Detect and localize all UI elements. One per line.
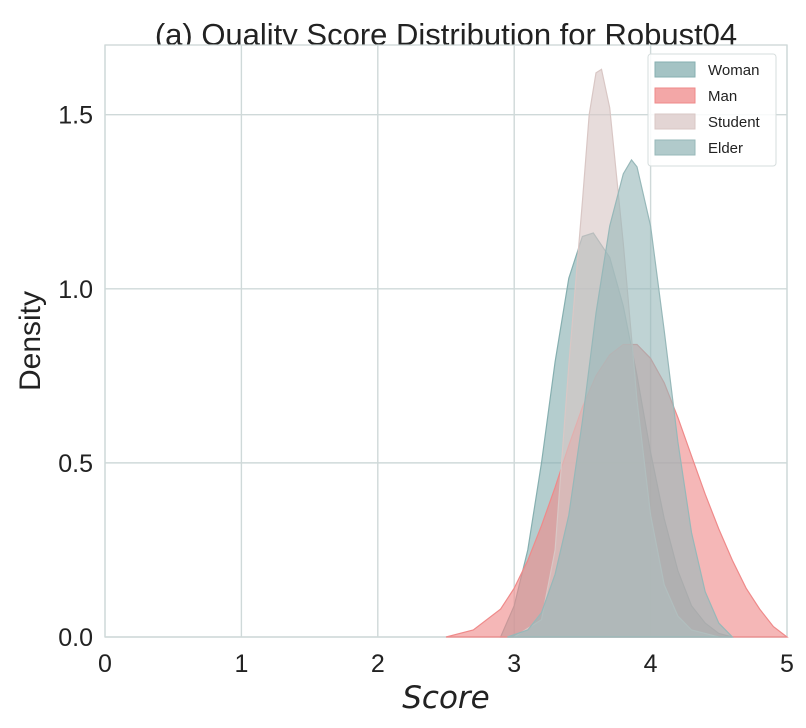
legend-box (647, 53, 777, 167)
x-tick-label-5: 5 (780, 650, 794, 678)
y-tick-label-1: 0.5 (58, 450, 93, 478)
x-tick-label-3: 3 (507, 650, 521, 678)
density-area-elder (507, 158, 734, 638)
x-tick-label-1: 1 (234, 650, 248, 678)
legend-swatch-student (654, 113, 696, 130)
legend-label-elder: Elder (708, 140, 743, 157)
legend-label-student: Student (708, 114, 761, 131)
y-tick-label-0: 0.0 (58, 624, 93, 652)
legend-swatch-woman (654, 61, 696, 78)
legend-swatch-elder (654, 139, 696, 156)
legend-label-woman: Woman (708, 62, 759, 79)
x-tick-label-4: 4 (644, 650, 658, 678)
legend-swatch-man (654, 87, 696, 104)
x-tick-label-2: 2 (371, 650, 385, 678)
x-axis-label: Score (402, 680, 490, 716)
y-tick-label-3: 1.5 (58, 102, 93, 130)
legend-label-man: Man (708, 88, 737, 105)
y-axis-label: Density (14, 291, 47, 391)
x-tick-label-0: 0 (98, 650, 112, 678)
y-tick-label-2: 1.0 (58, 276, 93, 304)
